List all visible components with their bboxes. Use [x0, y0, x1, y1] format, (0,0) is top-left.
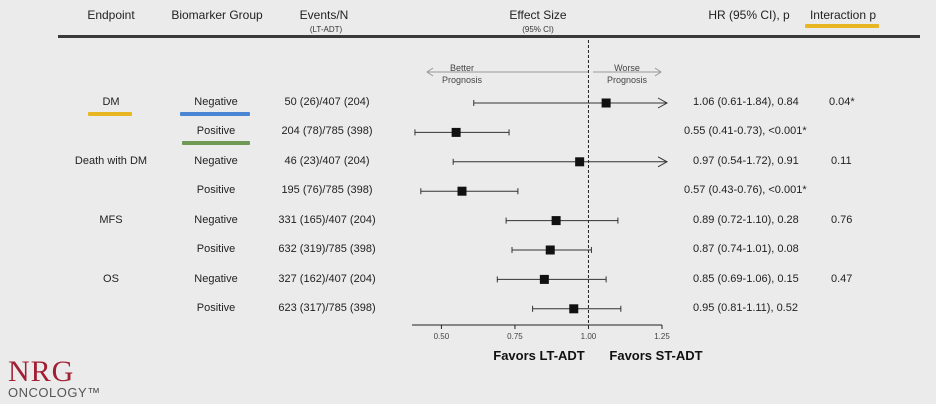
header-biomarker-group: Biomarker Group: [171, 8, 263, 22]
header-interaction: Interaction p: [809, 8, 877, 22]
better-label-2: Prognosis: [441, 75, 483, 85]
better-arrowhead: [426, 67, 434, 77]
hr-cell: 0.95 (0.81-1.11), 0.52: [693, 302, 798, 314]
interaction-cell: 0.04*: [829, 96, 855, 108]
nrg-logo: NRG: [8, 355, 75, 388]
header-effect-size-sub: (95% CI): [522, 25, 554, 34]
point-estimate: [545, 245, 555, 255]
hr-cell: 0.85 (0.69-1.06), 0.15: [693, 273, 799, 285]
header-rule: [58, 35, 920, 38]
hr-cell: 0.57 (0.43-0.76), <0.001*: [684, 184, 807, 196]
x-tick-label: 1.00: [581, 332, 597, 341]
endpoint-death-with-dm: Death with DM: [74, 155, 148, 167]
hr-cell: 0.87 (0.74-1.01), 0.08: [693, 243, 799, 255]
endpoint-dm: DM: [102, 96, 120, 108]
group-label: Positive: [196, 243, 236, 255]
point-estimate: [575, 157, 585, 167]
x-tick-label: 0.50: [434, 332, 450, 341]
x-tick-label: 0.75: [507, 332, 523, 341]
favors-left-label: Favors LT-ADT: [493, 348, 585, 363]
point-estimate: [569, 304, 579, 314]
events-cell: 46 (23)/407 (204): [284, 155, 370, 167]
group-label: Positive: [196, 125, 236, 137]
events-cell: 331 (165)/407 (204): [278, 214, 376, 226]
hr-cell: 1.06 (0.61-1.84), 0.84: [693, 96, 799, 108]
events-cell: 195 (76)/785 (398): [281, 184, 373, 196]
nrg-logo-subtitle: ONCOLOGY™: [8, 385, 101, 400]
group-label: Positive: [196, 302, 236, 314]
events-cell: 327 (162)/407 (204): [278, 273, 376, 285]
positive-underline: [182, 141, 250, 145]
worse-label: Worse: [614, 63, 640, 73]
events-cell: 623 (317)/785 (398): [278, 302, 376, 314]
endpoint-mfs: MFS: [99, 214, 123, 226]
point-estimate: [551, 216, 561, 226]
worse-arrowhead: [654, 67, 662, 77]
x-tick-label: 1.25: [654, 332, 670, 341]
group-label: Positive: [196, 184, 236, 196]
header-events-n-sub: (LT-ADT): [309, 25, 343, 34]
group-label: Negative: [194, 214, 238, 226]
events-cell: 50 (26)/407 (204): [284, 96, 370, 108]
point-estimate: [451, 127, 461, 137]
header-endpoint: Endpoint: [87, 8, 135, 22]
negative-underline: [180, 112, 250, 116]
ci-arrowhead: [657, 156, 669, 168]
hr-cell: 0.89 (0.72-1.10), 0.28: [693, 214, 799, 226]
point-estimate: [539, 274, 549, 284]
endpoint-os: OS: [103, 273, 119, 285]
point-estimate: [601, 98, 611, 108]
group-label: Negative: [194, 273, 238, 285]
interaction-underline: [805, 24, 879, 28]
favors-right-label: Favors ST-ADT: [609, 348, 703, 363]
header-hr: HR (95% CI), p: [708, 8, 790, 22]
dm-underline: [88, 112, 132, 116]
hr-cell: 0.97 (0.54-1.72), 0.91: [693, 155, 799, 167]
point-estimate: [457, 186, 467, 196]
interaction-cell: 0.47: [831, 273, 853, 285]
hr-cell: 0.55 (0.41-0.73), <0.001*: [684, 125, 807, 137]
worse-label-2: Prognosis: [606, 75, 648, 85]
events-cell: 204 (78)/785 (398): [281, 125, 373, 137]
ci-arrowhead: [657, 97, 669, 109]
events-cell: 632 (319)/785 (398): [278, 243, 376, 255]
interaction-cell: 0.76: [831, 214, 853, 226]
header-effect-size: Effect Size: [509, 8, 567, 22]
group-label: Negative: [194, 155, 238, 167]
group-label: Negative: [194, 96, 238, 108]
interaction-cell: 0.11: [831, 155, 852, 167]
better-label: Better: [449, 63, 475, 73]
header-events-n: Events/N: [299, 8, 349, 22]
